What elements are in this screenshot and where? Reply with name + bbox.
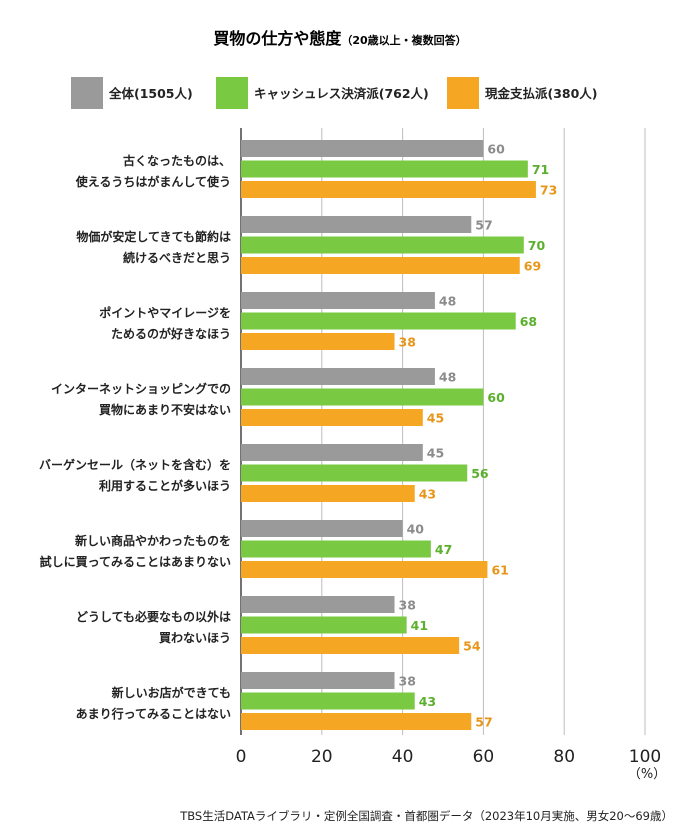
x-tick-label: 60 [473, 747, 495, 767]
legend-label: 全体(1505人) [108, 86, 193, 101]
bar [241, 692, 415, 710]
bars: 60 71 73 57 70 69 48 68 38 48 60 45 45 56 43 40 47 61 38 41… [241, 140, 557, 730]
x-tick-label: 0 [236, 747, 247, 767]
category-label: 物価が安定してきても節約は続けるべきだと思う [76, 229, 231, 265]
source-note: TBS生活DATAライブラリ・定例全国調査・首都圏データ（2023年10月実施、… [179, 809, 673, 823]
value-label: 40 [407, 522, 425, 537]
value-label: 45 [427, 446, 444, 461]
bar [241, 181, 536, 198]
bar [241, 520, 403, 537]
category-label: どうしても必要なもの以外は買わないほう [76, 609, 231, 645]
value-label: 38 [399, 598, 416, 613]
x-axis-ticks: 0 20 40 60 80 100 [236, 747, 662, 767]
legend-label: キャッシュレス決済派(762人) [254, 86, 429, 101]
legend-label: 現金支払派(380人) [485, 86, 598, 101]
value-label: 69 [524, 259, 541, 274]
category-labels: 古くなったものは、使えるうちはがまんして使う物価が安定してきても節約は続けるべき… [39, 153, 231, 721]
value-label: 43 [419, 694, 436, 709]
bar [241, 257, 520, 274]
x-tick-label: 20 [311, 747, 333, 767]
bar [241, 540, 431, 558]
bar [241, 616, 407, 634]
bar [241, 713, 472, 730]
value-label: 70 [528, 238, 546, 253]
x-tick-label: 100 [629, 747, 661, 767]
value-label: 45 [427, 411, 444, 426]
bar [241, 596, 395, 613]
x-axis-unit: （%） [628, 767, 666, 782]
bar [241, 236, 524, 254]
value-label: 57 [475, 715, 492, 730]
x-tick-label: 40 [392, 747, 414, 767]
value-label: 61 [491, 563, 508, 578]
value-label: 71 [532, 162, 549, 177]
category-label: 新しいお店ができてもあまり行ってみることはない [76, 685, 231, 721]
bar [241, 637, 460, 654]
category-label: ポイントやマイレージをためるのが好きなほう [99, 305, 231, 341]
value-label: 43 [419, 487, 436, 502]
value-label: 48 [439, 370, 456, 385]
value-label: 38 [399, 335, 416, 350]
category-label: 新しい商品やかわったものを試しに買ってみることはあまりない [40, 533, 231, 569]
x-tick-label: 80 [553, 747, 575, 767]
chart-title-main: 買物の仕方や態度 [213, 29, 342, 48]
bar [241, 160, 528, 178]
legend-swatch [71, 77, 103, 109]
bar [241, 464, 468, 482]
category-label: バーゲンセール（ネットを含む）を利用することが多いほう [39, 457, 231, 493]
bar [241, 140, 484, 157]
bar [241, 368, 435, 385]
category-label: 古くなったものは、使えるうちはがまんして使う [75, 153, 231, 189]
value-label: 73 [540, 183, 557, 198]
value-label: 56 [471, 466, 489, 481]
value-label: 57 [475, 218, 492, 233]
category-label: インターネットショッピングでの買物にあまり不安はない [51, 381, 231, 417]
value-label: 68 [520, 314, 537, 329]
legend: 全体(1505人) キャッシュレス決済派(762人) 現金支払派(380人) [71, 77, 598, 109]
legend-swatch [216, 77, 248, 109]
bar [241, 561, 488, 578]
bar [241, 216, 472, 233]
bar [241, 444, 423, 461]
value-label: 47 [435, 542, 452, 557]
value-label: 48 [439, 294, 456, 309]
value-label: 54 [463, 639, 481, 654]
value-label: 60 [487, 390, 505, 405]
value-label: 60 [487, 142, 505, 157]
chart-subtitle: （20歳以上・複数回答） [341, 33, 466, 47]
bar [241, 292, 435, 309]
bar [241, 312, 516, 330]
bar [241, 333, 395, 350]
bar [241, 485, 415, 502]
legend-swatch [447, 77, 479, 109]
value-label: 38 [399, 674, 416, 689]
bar [241, 388, 484, 406]
chart-title: 買物の仕方や態度（20歳以上・複数回答） [213, 29, 466, 48]
bar [241, 409, 423, 426]
value-label: 41 [411, 618, 428, 633]
bar [241, 672, 395, 689]
